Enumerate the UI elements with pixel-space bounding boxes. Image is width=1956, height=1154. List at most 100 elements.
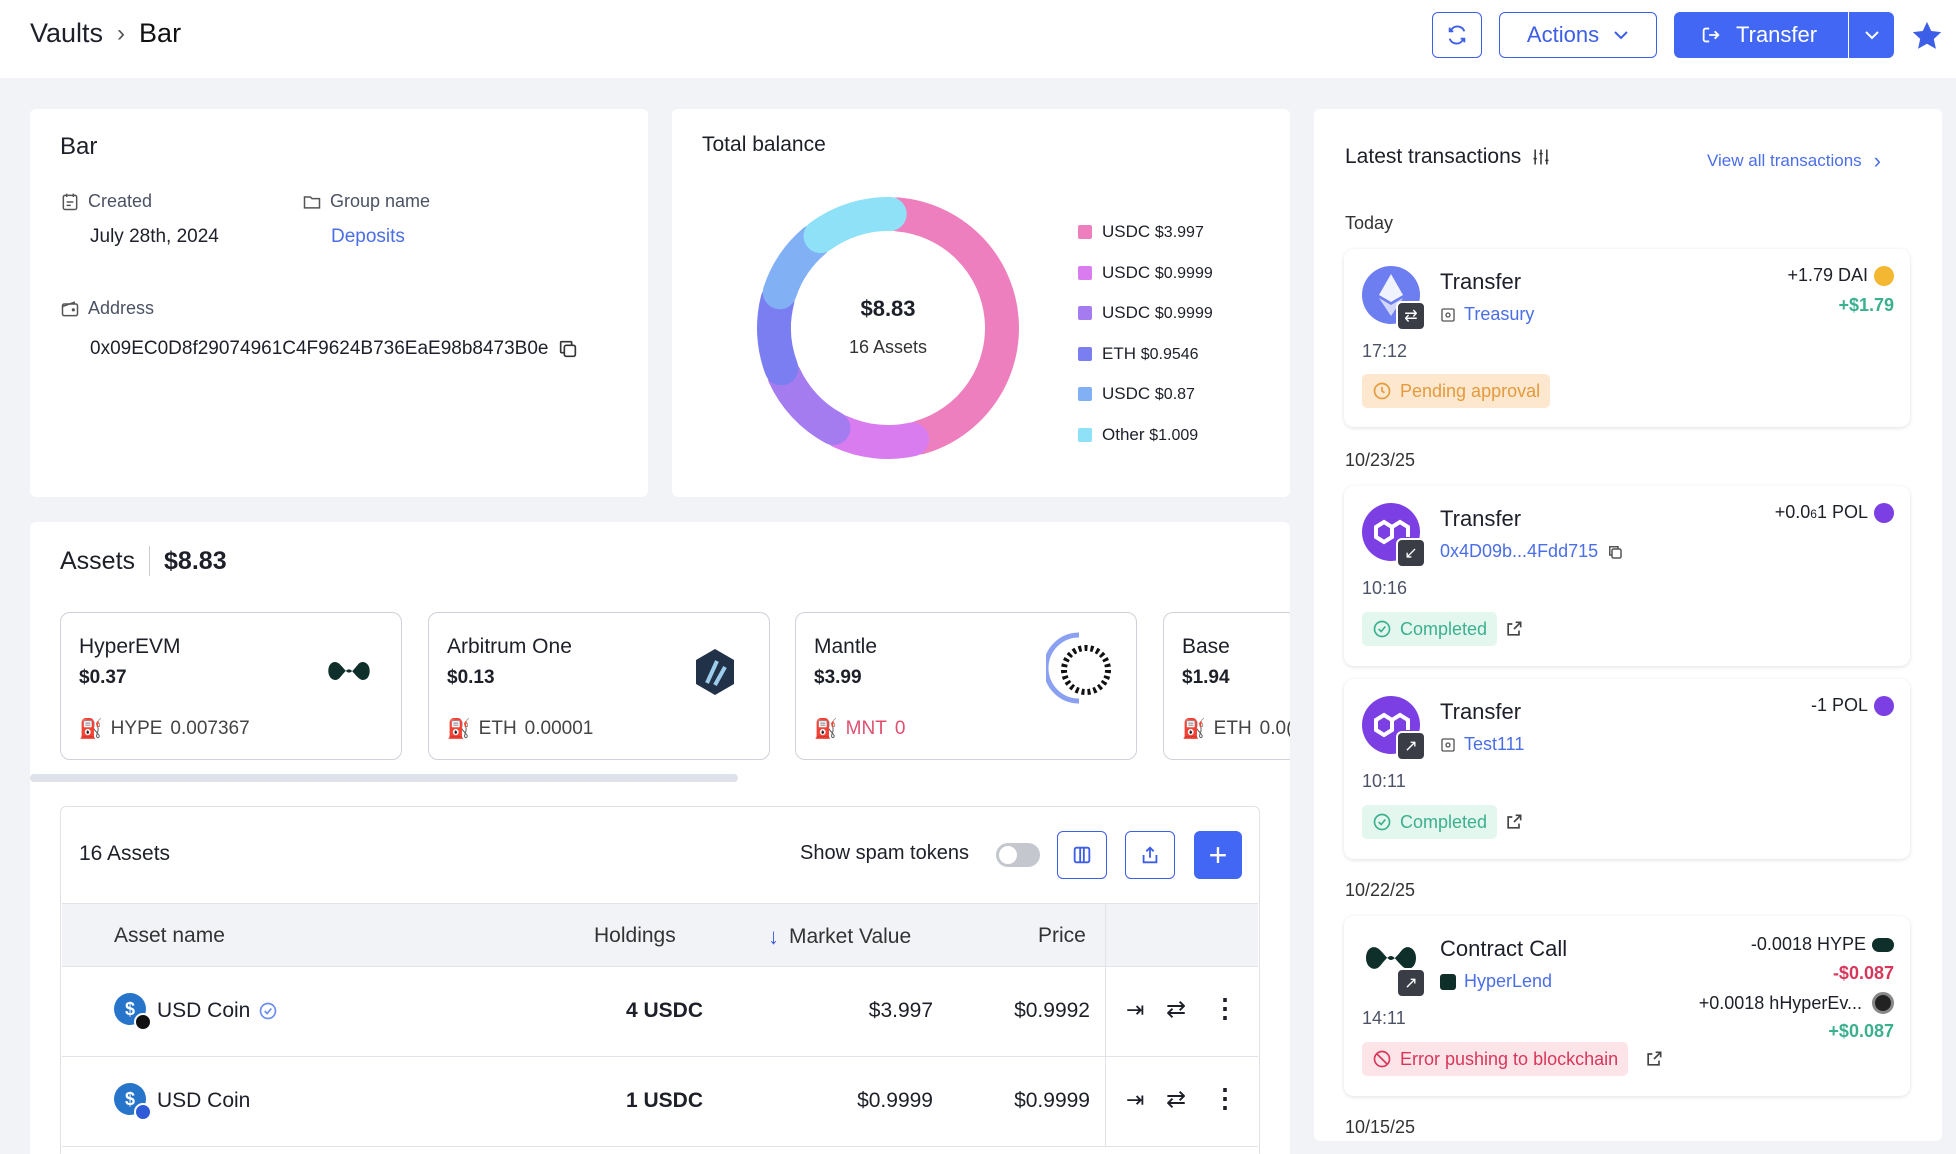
- status-badge: Completed: [1362, 805, 1498, 839]
- top-bar: [0, 0, 1956, 78]
- chevron-right-icon: ›: [117, 19, 126, 47]
- status-badge: Error pushing to blockchain: [1362, 1042, 1629, 1076]
- transaction-item[interactable]: ↗ Contract Call HyperLend -0.0018 HYPE -…: [1344, 916, 1910, 1096]
- address-value: 0x09EC0D8f29074961C4F9624B736EaE98b8473B…: [90, 338, 549, 359]
- spam-toggle-label: Show spam tokens: [800, 842, 969, 864]
- group-value-link[interactable]: Deposits: [331, 226, 405, 247]
- legend-swatch: [1078, 265, 1092, 280]
- transaction-item[interactable]: ⇄ Transfer Treasury +1.79 DAI +$1.79 17:…: [1344, 249, 1910, 427]
- columns-button[interactable]: [1057, 831, 1107, 879]
- chevron-right-icon: ›: [1873, 148, 1881, 173]
- column-holdings[interactable]: Holdings: [594, 924, 676, 947]
- transaction-sub-link[interactable]: HyperLend: [1464, 971, 1553, 991]
- send-icon[interactable]: ⇥: [1126, 1087, 1145, 1112]
- transaction-sub-link[interactable]: 0x4D09b...4Fdd715: [1440, 541, 1599, 561]
- asset-price: $0.9992: [1014, 999, 1090, 1022]
- donut-slice[interactable]: [757, 282, 799, 386]
- legend-item: USDC $0.9999: [1078, 293, 1213, 334]
- wallet-icon: [61, 300, 79, 316]
- copy-icon[interactable]: [557, 338, 579, 360]
- hhyperevm-token-icon: [1872, 992, 1894, 1014]
- polygon-token-icon: [1874, 502, 1894, 523]
- calendar-icon: [62, 193, 78, 210]
- network-balance: ⛽ MNT 0: [814, 718, 906, 740]
- transactions-title: Latest transactions: [1345, 145, 1522, 168]
- vault-name: Bar: [60, 133, 98, 160]
- network-balance: ⛽ ETH 0.0(: [1182, 718, 1290, 740]
- network-name: Mantle: [814, 635, 878, 658]
- status-badge: Pending approval: [1362, 374, 1551, 408]
- legend-item: Other $1.009: [1078, 415, 1213, 456]
- mantle-logo-icon: [1046, 632, 1111, 704]
- network-card-mantle[interactable]: Mantle $3.99 ⛽ MNT 0: [795, 612, 1137, 760]
- transaction-item[interactable]: ↗ Transfer Test111 -1 POL 10:11 Complete…: [1344, 679, 1910, 859]
- column-market-value[interactable]: ↓ Market Value: [768, 924, 912, 949]
- transaction-type: Transfer: [1440, 506, 1522, 531]
- legend-value: $3.997: [1154, 224, 1204, 242]
- more-vertical-icon[interactable]: ⋮: [1212, 1083, 1238, 1113]
- star-icon[interactable]: [1910, 19, 1944, 53]
- legend-swatch: [1078, 306, 1092, 321]
- columns-icon: [1073, 846, 1091, 864]
- column-asset-name[interactable]: Asset name: [114, 924, 225, 947]
- actions-button[interactable]: Actions: [1499, 12, 1657, 58]
- donut-slice[interactable]: [880, 197, 1019, 455]
- asset-market-value: $0.9999: [857, 1089, 933, 1112]
- asset-name: USD Coin: [157, 999, 278, 1023]
- filter-sliders-icon[interactable]: [1531, 147, 1551, 167]
- external-link-icon[interactable]: [1504, 619, 1524, 639]
- view-all-transactions-link[interactable]: View all transactions ›: [1707, 148, 1881, 173]
- swap-icon[interactable]: ⇄: [1166, 1086, 1187, 1113]
- refresh-button[interactable]: [1432, 12, 1482, 58]
- clock-icon: [1373, 382, 1391, 400]
- more-vertical-icon[interactable]: ⋮: [1212, 993, 1238, 1023]
- spam-toggle[interactable]: [996, 843, 1040, 867]
- donut-slice[interactable]: [803, 197, 907, 254]
- gas-pump-icon: ⛽: [447, 719, 471, 740]
- assets-title: Assets: [60, 546, 136, 575]
- swap-icon[interactable]: ⇄: [1166, 996, 1187, 1023]
- group-label: Group name: [302, 191, 430, 212]
- transaction-type: Transfer: [1440, 699, 1522, 724]
- network-card-hyperevm[interactable]: HyperEVM $0.37 ⛽ HYPE 0.007367: [60, 612, 402, 760]
- add-asset-button[interactable]: +: [1194, 831, 1242, 879]
- date-group-label: 10/23/25: [1345, 450, 1416, 470]
- date-group-label: Today: [1345, 213, 1394, 233]
- donut-slice[interactable]: [767, 358, 851, 446]
- column-price[interactable]: Price: [1038, 924, 1086, 947]
- asset-holdings: 4 USDC: [625, 999, 703, 1022]
- asset-name: USD Coin: [157, 1089, 251, 1112]
- transfer-dropdown-button[interactable]: [1849, 12, 1894, 58]
- transaction-sub: Treasury: [1440, 304, 1534, 325]
- base-badge-icon: [134, 1103, 152, 1121]
- breadcrumb-vaults[interactable]: Vaults: [30, 18, 104, 48]
- transaction-sub-link[interactable]: Treasury: [1464, 304, 1535, 324]
- network-card-arbitrum[interactable]: Arbitrum One $0.13 ⛽ ETH 0.00001: [428, 612, 770, 760]
- donut-slice[interactable]: [823, 414, 930, 459]
- transaction-time: 14:11: [1362, 1008, 1406, 1028]
- transaction-sub: 0x4D09b...4Fdd715: [1440, 541, 1624, 562]
- table-row[interactable]: $ USD Coin 1 USDC $0.9999 $0.9999 ⇥ ⇄ ⋮: [62, 1057, 1258, 1147]
- transaction-sub-link[interactable]: Test111: [1464, 734, 1525, 754]
- export-button[interactable]: [1125, 831, 1175, 879]
- transfer-button[interactable]: Transfer: [1674, 12, 1848, 58]
- transaction-time: 17:12: [1362, 341, 1408, 361]
- table-row[interactable]: $ USD Coin 4 USDC $3.997 $0.9992 ⇥ ⇄ ⋮: [62, 967, 1258, 1057]
- transaction-item[interactable]: ↙ Transfer 0x4D09b...4Fdd715 +0.0 6 1 POL …: [1344, 486, 1910, 666]
- copy-icon[interactable]: [1606, 543, 1624, 561]
- legend-label: USDC: [1102, 303, 1155, 323]
- legend-value: $0.9999: [1154, 305, 1213, 323]
- send-icon[interactable]: ⇥: [1126, 997, 1145, 1022]
- external-link-icon[interactable]: [1504, 812, 1524, 832]
- external-link-icon[interactable]: [1644, 1049, 1664, 1069]
- legend-value: $0.87: [1154, 386, 1195, 404]
- network-value: $0.13: [447, 667, 495, 688]
- donut-slice[interactable]: [762, 224, 832, 310]
- breadcrumb-current: Bar: [139, 18, 182, 48]
- network-name: Arbitrum One: [447, 635, 572, 658]
- horizontal-scrollbar[interactable]: [30, 774, 738, 782]
- assets-header: Assets $8.83: [60, 546, 227, 576]
- network-card-base[interactable]: Base $1.94 ⛽ ETH 0.0(: [1163, 612, 1290, 760]
- legend-label: ETH: [1102, 343, 1141, 363]
- swap-arrows-icon: ⇄: [1396, 301, 1426, 331]
